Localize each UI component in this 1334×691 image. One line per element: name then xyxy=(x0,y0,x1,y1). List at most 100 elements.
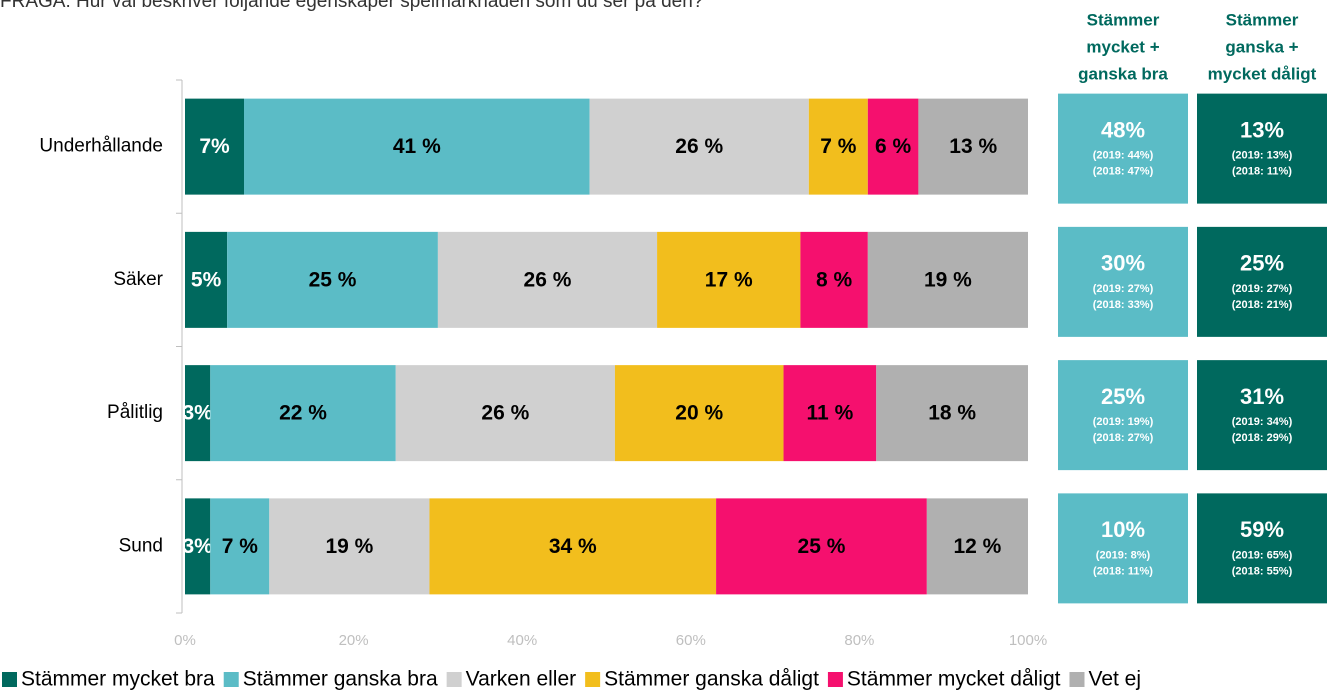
value-label: 19 % xyxy=(325,535,373,558)
summary-header: mycket dåligt xyxy=(1208,64,1317,83)
bar-segment xyxy=(589,98,809,195)
value-label: 22 % xyxy=(279,402,327,425)
value-label: 7 % xyxy=(820,135,857,158)
bar-segment xyxy=(716,498,927,595)
value-label: 3% xyxy=(182,402,213,425)
legend-label: Stämmer ganska bra xyxy=(243,668,438,691)
summary-box xyxy=(1058,226,1188,337)
bar-segment xyxy=(918,98,1028,195)
bar-segment xyxy=(876,365,1028,462)
legend-swatch xyxy=(585,672,601,687)
bar-segment xyxy=(783,365,877,462)
summary-header: mycket + xyxy=(1086,37,1159,56)
value-label: 3% xyxy=(182,535,213,558)
value-label: 6 % xyxy=(875,135,912,158)
bar-segment xyxy=(437,231,658,328)
value-label: 12 % xyxy=(953,535,1001,558)
value-label: 26 % xyxy=(675,135,723,158)
summary-note: (2019: 27%) xyxy=(1232,283,1293,295)
x-tick-label: 0% xyxy=(174,632,196,649)
summary-box xyxy=(1058,493,1188,604)
summary-box xyxy=(1197,93,1327,204)
bar-segment xyxy=(867,98,919,195)
summary-note: (2018: 21%) xyxy=(1232,299,1293,311)
x-tick-label: 20% xyxy=(339,632,369,649)
bar-segment xyxy=(185,365,211,462)
summary-box xyxy=(1197,493,1327,604)
legend-label: Stämmer mycket bra xyxy=(21,668,215,691)
bar-segment xyxy=(926,498,1028,595)
bar-segment xyxy=(614,365,784,462)
value-label: 19 % xyxy=(924,268,972,291)
summary-note: (2019: 13%) xyxy=(1232,150,1293,162)
summary-value: 48% xyxy=(1101,117,1145,142)
bar-segment xyxy=(244,98,590,195)
bar-segment xyxy=(867,231,1028,328)
summary-box xyxy=(1197,360,1327,471)
value-label: 11 % xyxy=(807,402,854,425)
bar-segment xyxy=(185,231,228,328)
summary-note: (2018: 33%) xyxy=(1093,299,1154,311)
legend-label: Stämmer mycket dåligt xyxy=(847,668,1061,691)
value-label: 25 % xyxy=(309,268,357,291)
legend-label: Vet ej xyxy=(1088,668,1141,691)
summary-note: (2018: 55%) xyxy=(1232,565,1293,577)
bar-segment xyxy=(210,365,396,462)
summary-note: (2019: 27%) xyxy=(1093,283,1154,295)
legend-swatch xyxy=(1069,672,1085,687)
summary-note: (2018: 29%) xyxy=(1232,432,1293,444)
bar-segment xyxy=(185,98,245,195)
bar-segment xyxy=(210,498,270,595)
category-label: Sund xyxy=(119,535,163,556)
legend-swatch xyxy=(223,672,239,687)
summary-note: (2019: 44%) xyxy=(1093,150,1154,162)
value-label: 20 % xyxy=(675,402,723,425)
summary-note: (2019: 34%) xyxy=(1232,416,1293,428)
value-label: 34 % xyxy=(549,535,597,558)
bar-segment xyxy=(269,498,430,595)
summary-note: (2019: 65%) xyxy=(1232,549,1293,561)
category-label: Säker xyxy=(113,269,163,290)
summary-note: (2018: 11%) xyxy=(1232,166,1292,178)
summary-header: Stämmer xyxy=(1087,10,1160,29)
x-tick-label: 80% xyxy=(844,632,874,649)
summary-header: Stämmer xyxy=(1226,10,1299,29)
value-label: 7 % xyxy=(222,535,259,558)
bar-segment xyxy=(395,365,615,462)
chart-title: FRÅGA: Hur väl beskriver följande egensk… xyxy=(0,0,703,12)
legend-swatch xyxy=(446,672,462,687)
legend-swatch xyxy=(2,672,17,687)
summary-value: 31% xyxy=(1240,384,1284,409)
summary-box xyxy=(1058,93,1188,204)
summary-note: (2018: 27%) xyxy=(1093,432,1154,444)
summary-header: ganska bra xyxy=(1078,64,1168,83)
value-label: 5% xyxy=(191,268,222,291)
summary-value: 25% xyxy=(1240,251,1284,276)
summary-box xyxy=(1197,226,1327,337)
value-label: 8 % xyxy=(816,268,853,291)
value-label: 26 % xyxy=(524,268,572,291)
bar-segment xyxy=(808,98,868,195)
summary-value: 25% xyxy=(1101,384,1145,409)
value-label: 13 % xyxy=(949,135,997,158)
bar-segment xyxy=(227,231,438,328)
summary-value: 10% xyxy=(1101,517,1145,542)
x-tick-label: 40% xyxy=(507,632,537,649)
summary-note: (2018: 47%) xyxy=(1093,166,1154,178)
bar-segment xyxy=(657,231,801,328)
value-label: 18 % xyxy=(928,402,976,425)
legend-swatch xyxy=(827,672,843,687)
bar-segment xyxy=(185,498,211,595)
value-label: 41 % xyxy=(393,135,441,158)
summary-note: (2019: 8%) xyxy=(1096,549,1151,561)
value-label: 26 % xyxy=(481,402,529,425)
summary-value: 30% xyxy=(1101,251,1145,276)
category-label: Pålitlig xyxy=(107,402,163,423)
legend-label: Varken eller xyxy=(466,668,577,691)
bar-segment xyxy=(800,231,868,328)
category-label: Underhållande xyxy=(39,136,163,157)
bar-segment xyxy=(429,498,717,595)
summary-value: 13% xyxy=(1240,117,1284,142)
legend-label: Stämmer ganska dåligt xyxy=(604,668,819,691)
